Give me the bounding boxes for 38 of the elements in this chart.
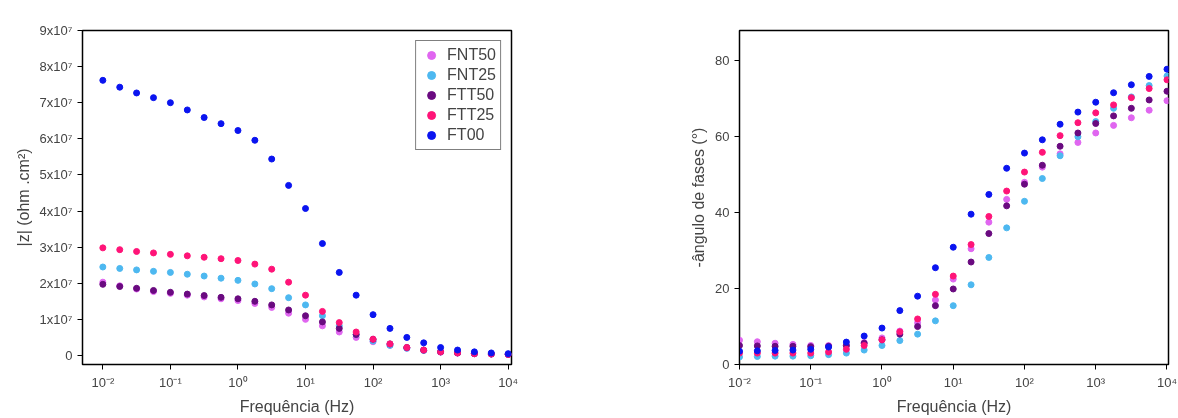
y-tick-label: 1x10⁷ bbox=[39, 311, 73, 327]
y-tick-label: 5x10⁷ bbox=[39, 167, 73, 183]
y-axis-title: -ângulo de fases (°) bbox=[690, 127, 708, 268]
x-tick-label: 10⁴ bbox=[498, 374, 519, 390]
y-tick-label: 0 bbox=[65, 347, 73, 363]
x-tick-label: 10² bbox=[1015, 374, 1035, 390]
y-tick-label: 7x10⁷ bbox=[39, 95, 73, 111]
y-tick-label: 3x10⁷ bbox=[39, 239, 73, 255]
y-tick-label: 0 bbox=[722, 357, 730, 372]
y-tick-label: 80 bbox=[715, 53, 730, 69]
legend-label: FNT25 bbox=[447, 66, 496, 84]
y-tick-label: 20 bbox=[715, 281, 730, 297]
x-axis-title: Frequência (Hz) bbox=[239, 397, 355, 415]
y-tick-label: 2x10⁷ bbox=[39, 275, 73, 291]
legend-label: FT00 bbox=[447, 126, 485, 144]
x-tick-label: 10³ bbox=[1086, 374, 1106, 390]
y-tick-label: 6x10⁷ bbox=[39, 131, 73, 147]
x-tick-label: 10⁻² bbox=[728, 374, 752, 390]
x-tick-label: 10⁰ bbox=[872, 374, 892, 390]
y-tick-label: 4x10⁷ bbox=[39, 203, 73, 219]
x-tick-label: 10¹ bbox=[943, 374, 964, 390]
y-tick-label: 40 bbox=[715, 205, 730, 221]
x-tick-label: 10¹ bbox=[296, 374, 316, 390]
x-tick-label: 10⁻¹ bbox=[799, 374, 823, 390]
y-tick-label: 8x10⁷ bbox=[39, 59, 73, 75]
y-tick-label: 60 bbox=[715, 129, 730, 145]
legend-label: FNT50 bbox=[447, 46, 496, 64]
x-axis-title: Frequência (Hz) bbox=[896, 397, 1012, 415]
y-tick-label: 9x10⁷ bbox=[39, 23, 73, 38]
x-tick-label: 10⁻² bbox=[91, 374, 115, 390]
legend-label: FTT25 bbox=[447, 106, 495, 124]
x-tick-label: 10² bbox=[363, 374, 384, 390]
x-tick-label: 10⁴ bbox=[1156, 374, 1178, 390]
y-axis-title: |z| (ohm .cm²) bbox=[14, 148, 32, 247]
legend-label: FTT50 bbox=[447, 86, 495, 104]
x-tick-label: 10³ bbox=[431, 374, 451, 390]
x-tick-label: 10⁻¹ bbox=[159, 374, 183, 390]
x-tick-label: 10⁰ bbox=[228, 374, 248, 390]
